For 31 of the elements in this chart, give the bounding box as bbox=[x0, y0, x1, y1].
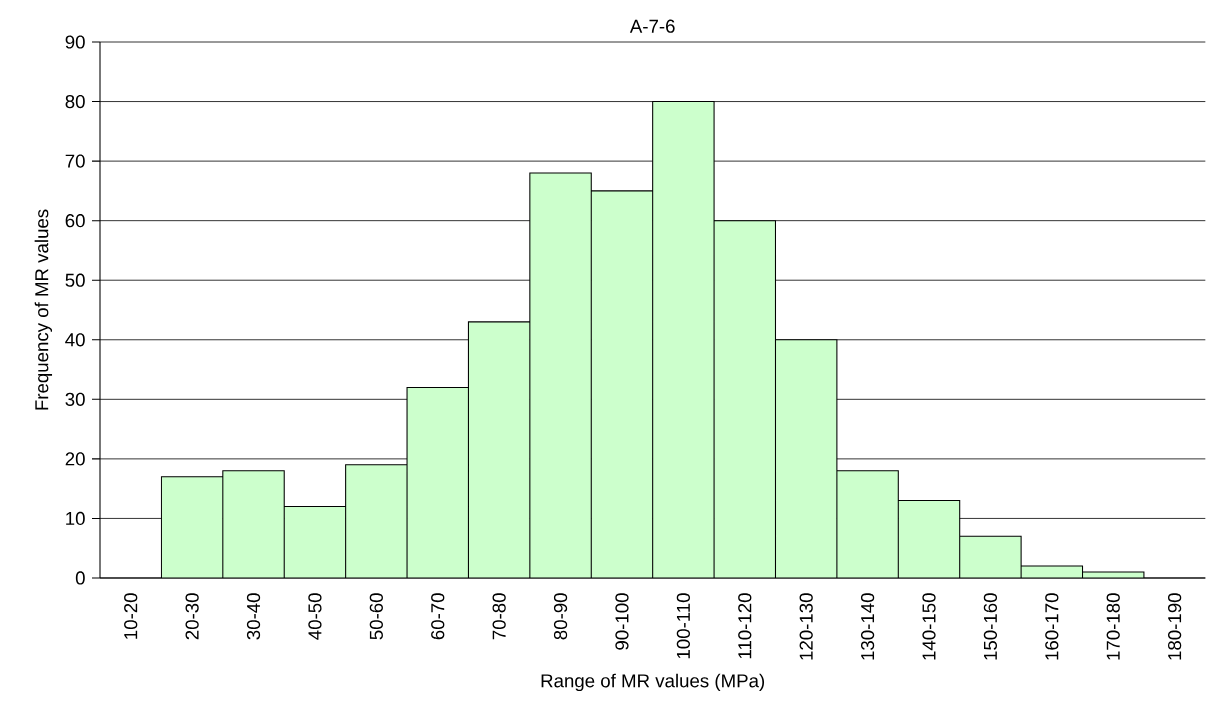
x-tick-label: 80-90 bbox=[553, 593, 568, 640]
y-tick-label: 30 bbox=[65, 392, 85, 406]
x-tick-label: 20-30 bbox=[185, 593, 199, 640]
y-tick-label: 0 bbox=[75, 571, 85, 585]
x-axis-title: Range of MR values (MPa) bbox=[541, 673, 765, 692]
y-tick-label: 90 bbox=[65, 35, 85, 49]
y-tick-label: 20 bbox=[65, 452, 85, 466]
x-tick-label: 10-20 bbox=[124, 593, 138, 639]
x-tick-label: 150-160 bbox=[983, 593, 998, 660]
x-tick-label: 90-100 bbox=[615, 593, 629, 650]
x-tick-label: 130-140 bbox=[860, 593, 875, 660]
x-tick-label: 170-180 bbox=[1106, 593, 1120, 660]
x-tick-label: 160-170 bbox=[1045, 593, 1059, 660]
y-axis-title: Frequency of MR values bbox=[34, 209, 53, 410]
x-tick-label: 110-120 bbox=[738, 593, 752, 659]
x-tick-label: 120-130 bbox=[799, 593, 813, 660]
x-tick-label: 50-60 bbox=[369, 593, 383, 640]
x-tick-label: 180-190 bbox=[1168, 593, 1182, 660]
chart-title: A-7-6 bbox=[629, 19, 675, 33]
y-tick-label: 60 bbox=[65, 214, 85, 228]
x-tick-label: 100-110 bbox=[676, 593, 690, 659]
x-tick-label: 60-70 bbox=[431, 593, 445, 640]
y-tick-label: 40 bbox=[65, 333, 85, 347]
x-tick-label: 70-80 bbox=[492, 593, 506, 640]
x-tick-label: 140-150 bbox=[922, 593, 936, 660]
y-tick-label: 70 bbox=[65, 154, 85, 168]
y-tick-label: 80 bbox=[65, 94, 85, 109]
y-tick-label: 50 bbox=[65, 273, 85, 287]
x-tick-label: 30-40 bbox=[246, 593, 261, 640]
x-tick-label: 40-50 bbox=[308, 593, 322, 640]
y-tick-label: 10 bbox=[66, 511, 85, 526]
